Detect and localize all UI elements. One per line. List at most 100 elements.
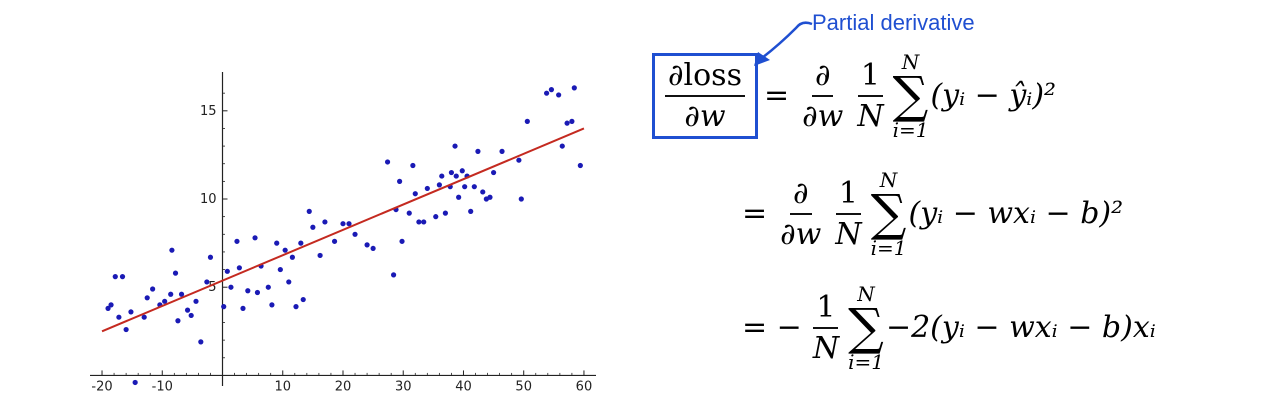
data-point xyxy=(487,194,493,200)
data-point xyxy=(123,326,129,333)
data-point xyxy=(370,245,376,252)
data-point xyxy=(274,240,280,246)
data-point xyxy=(317,252,323,259)
data-point xyxy=(433,214,439,220)
data-point xyxy=(340,221,346,227)
annotation-label: Partial derivative xyxy=(812,10,975,35)
data-point xyxy=(322,219,328,225)
data-point xyxy=(468,208,474,214)
data-point xyxy=(548,87,555,93)
lhs-denominator: ∂w xyxy=(684,98,726,134)
sum-lower: i=1 xyxy=(892,117,929,142)
summation: N ∑ i=1 xyxy=(871,170,907,258)
data-point xyxy=(384,159,391,165)
sigma-symbol: ∑ xyxy=(848,298,884,356)
data-point xyxy=(252,235,258,241)
x-tick-label: 30 xyxy=(395,379,412,394)
data-point xyxy=(245,288,251,294)
data-point xyxy=(442,210,448,216)
one-numerator: 1 xyxy=(857,58,883,97)
data-point xyxy=(439,173,445,179)
y-tick-label: 15 xyxy=(200,104,217,119)
sum-body: (yᵢ − wxᵢ − b)² xyxy=(908,196,1124,232)
data-point xyxy=(471,184,477,190)
d-denominator: ∂w xyxy=(780,216,822,252)
equals-sign: = xyxy=(742,196,768,232)
equation-row-2: = ∂ ∂w 1 N N ∑ i=1 (yᵢ − wxᵢ − b)² xyxy=(742,170,1123,258)
sum-lower: i=1 xyxy=(870,235,907,260)
data-point xyxy=(346,221,352,227)
data-point xyxy=(406,210,412,216)
data-point xyxy=(516,157,522,163)
data-point xyxy=(184,307,191,313)
scatter-plot: -20 -10 10 20 30 40 50 60 5 10 15 xyxy=(90,72,596,394)
data-point xyxy=(236,265,242,271)
annotation-arrow xyxy=(754,21,813,66)
data-point xyxy=(207,254,214,260)
summation: N ∑ i=1 xyxy=(893,52,929,140)
data-point xyxy=(412,191,418,197)
data-point xyxy=(436,182,442,188)
data-point xyxy=(204,279,210,285)
data-point xyxy=(452,143,458,149)
data-point xyxy=(569,118,575,124)
data-point xyxy=(298,240,304,246)
fit-line xyxy=(101,127,585,333)
sigma-symbol: ∑ xyxy=(892,66,929,124)
data-point xyxy=(559,143,565,149)
data-point xyxy=(175,318,181,324)
data-point xyxy=(475,148,481,154)
data-point xyxy=(577,162,583,169)
data-point xyxy=(112,274,118,280)
data-point xyxy=(499,148,505,154)
x-tick-label: 50 xyxy=(515,379,532,394)
data-point xyxy=(421,219,427,225)
data-point xyxy=(410,162,416,169)
sum-body: −2(yᵢ − wxᵢ − b)xᵢ xyxy=(885,310,1156,346)
data-point xyxy=(193,298,199,304)
data-point xyxy=(524,118,530,124)
lhs-numerator: ∂loss xyxy=(665,58,745,97)
data-point xyxy=(518,196,524,202)
data-point xyxy=(169,247,175,253)
d-dw-fraction: ∂ ∂w xyxy=(799,58,846,134)
data-point xyxy=(168,291,174,297)
data-point xyxy=(352,231,358,237)
data-point xyxy=(459,168,465,174)
data-point xyxy=(331,238,338,244)
data-point xyxy=(399,238,405,244)
data-point xyxy=(228,284,234,290)
data-point xyxy=(480,189,486,195)
data-point xyxy=(397,178,403,184)
sum-body: (yᵢ − ŷᵢ)² xyxy=(930,78,1057,114)
data-point xyxy=(128,309,134,315)
d-numerator: ∂ xyxy=(811,58,834,97)
data-point xyxy=(424,185,430,192)
equals-sign: = xyxy=(763,78,790,114)
x-tick-label: 40 xyxy=(455,379,472,394)
x-tick-label: -20 xyxy=(91,379,112,394)
n-denominator: N xyxy=(857,98,884,134)
x-tick-label: 60 xyxy=(576,379,593,394)
data-point xyxy=(178,291,185,297)
data-point xyxy=(544,90,550,96)
data-point xyxy=(310,224,316,230)
sum-upper: N xyxy=(857,282,875,306)
partial-derivative-box: ∂loss ∂w xyxy=(652,52,758,139)
data-point xyxy=(571,85,577,91)
plot-ticks: -20 -10 10 20 30 40 50 60 5 10 15 xyxy=(91,92,593,394)
data-point xyxy=(265,284,271,290)
x-tick-label: 10 xyxy=(274,379,291,394)
data-point xyxy=(172,270,179,276)
data-point xyxy=(453,173,459,179)
one-over-n: 1 N xyxy=(810,290,842,366)
data-point xyxy=(234,238,240,244)
data-point xyxy=(306,208,312,214)
data-point xyxy=(198,339,204,345)
data-point xyxy=(556,92,562,98)
d-denominator: ∂w xyxy=(802,98,844,134)
sigma-symbol: ∑ xyxy=(870,184,907,242)
data-point xyxy=(456,194,462,200)
n-denominator: N xyxy=(835,216,862,252)
one-over-n: 1 N xyxy=(832,176,864,252)
